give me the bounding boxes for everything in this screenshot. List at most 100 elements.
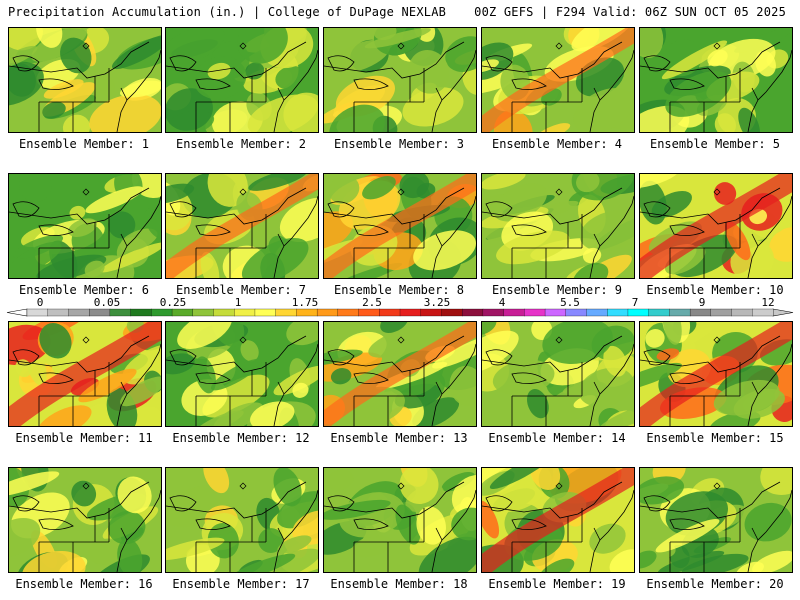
precip-map-13 — [324, 322, 476, 426]
legend-swatch — [151, 308, 173, 317]
legend-swatch — [316, 308, 339, 317]
legend-tick-label: 2.5 — [362, 296, 382, 309]
precip-map-14 — [482, 322, 634, 426]
ensemble-member-label: Ensemble Member: 16 — [15, 577, 153, 591]
ensemble-member-label: Ensemble Member: 14 — [488, 431, 626, 445]
ensemble-member-label: Ensemble Member: 7 — [175, 283, 307, 297]
ensemble-member-label: Ensemble Member: 11 — [15, 431, 153, 445]
precip-map-1 — [9, 28, 161, 132]
precip-map-18 — [324, 468, 476, 572]
ensemble-member-label: Ensemble Member: 18 — [330, 577, 468, 591]
precip-map-5 — [640, 28, 792, 132]
legend-swatch — [379, 308, 401, 317]
legend-swatch — [565, 308, 587, 317]
precip-map-3 — [324, 28, 476, 132]
legend-swatch — [669, 308, 691, 317]
ensemble-panel-5 — [639, 27, 793, 133]
legend-swatch — [524, 308, 546, 317]
legend-swatch — [462, 308, 484, 317]
ensemble-panel-11 — [8, 321, 162, 427]
ensemble-member-label: Ensemble Member: 9 — [491, 283, 623, 297]
legend-tick-label: 12 — [761, 296, 774, 309]
precip-map-7 — [166, 174, 318, 278]
ensemble-member-label: Ensemble Member: 8 — [333, 283, 465, 297]
legend-tick-label: 1.75 — [292, 296, 319, 309]
legend-swatch — [68, 308, 90, 317]
legend-swatch — [420, 308, 442, 317]
legend-swatch — [254, 308, 277, 317]
legend-swatch — [296, 308, 318, 317]
ensemble-member-label: Ensemble Member: 19 — [488, 577, 626, 591]
precip-map-10 — [640, 174, 792, 278]
legend-tick-label: 7 — [632, 296, 639, 309]
precip-map-11 — [9, 322, 161, 426]
ensemble-panel-14 — [481, 321, 635, 427]
chart-title: Precipitation Accumulation (in.) | Colle… — [8, 5, 447, 19]
legend-tick-label: 0 — [37, 296, 44, 309]
legend-tick-label: 9 — [699, 296, 706, 309]
ensemble-member-label: Ensemble Member: 5 — [649, 137, 781, 151]
legend-swatch — [710, 308, 733, 317]
legend-swatch — [399, 308, 422, 317]
ensemble-panel-12 — [165, 321, 319, 427]
legend-swatch — [689, 308, 712, 317]
legend-swatch — [544, 308, 567, 317]
ensemble-member-label: Ensemble Member: 2 — [175, 137, 307, 151]
precip-map-20 — [640, 468, 792, 572]
legend-swatch — [586, 308, 608, 317]
ensemble-member-label: Ensemble Member: 4 — [491, 137, 623, 151]
ensemble-panel-3 — [323, 27, 477, 133]
color-legend: 0 0.05 0.25 1 1.75 2.5 3.25 4 5.5 7 9 12 — [6, 296, 794, 317]
precip-map-17 — [166, 468, 318, 572]
ensemble-panel-8 — [323, 173, 477, 279]
legend-swatch — [482, 308, 505, 317]
ensemble-panel-2 — [165, 27, 319, 133]
precip-map-15 — [640, 322, 792, 426]
precip-map-16 — [9, 468, 161, 572]
ensemble-member-label: Ensemble Member: 15 — [646, 431, 784, 445]
legend-swatch — [26, 308, 49, 317]
precip-map-19 — [482, 468, 634, 572]
legend-swatch — [234, 308, 256, 317]
ensemble-member-label: Ensemble Member: 13 — [330, 431, 468, 445]
legend-swatch — [109, 308, 132, 317]
legend-swatch — [358, 308, 380, 317]
ensemble-panel-19 — [481, 467, 635, 573]
ensemble-member-label: Ensemble Member: 17 — [172, 577, 310, 591]
legend-tick-label: 1 — [235, 296, 242, 309]
legend-swatch — [503, 308, 525, 317]
legend-tick-label: 0.25 — [160, 296, 187, 309]
legend-swatch — [130, 308, 152, 317]
ensemble-panel-4 — [481, 27, 635, 133]
ensemble-member-label: Ensemble Member: 10 — [646, 283, 784, 297]
legend-tick-label: 5.5 — [560, 296, 580, 309]
ensemble-panel-18 — [323, 467, 477, 573]
legend-arrow-right — [772, 308, 794, 317]
ensemble-panel-16 — [8, 467, 162, 573]
ensemble-member-label: Ensemble Member: 6 — [18, 283, 150, 297]
legend-swatch — [171, 308, 194, 317]
ensemble-member-label: Ensemble Member: 20 — [646, 577, 784, 591]
legend-swatch — [213, 308, 235, 317]
legend-swatch — [627, 308, 650, 317]
ensemble-panel-7 — [165, 173, 319, 279]
ensemble-panel-9 — [481, 173, 635, 279]
legend-swatch — [648, 308, 670, 317]
ensemble-panel-15 — [639, 321, 793, 427]
legend-swatch — [192, 308, 214, 317]
legend-swatch — [731, 308, 753, 317]
legend-tick-label: 0.05 — [94, 296, 121, 309]
ensemble-member-label: Ensemble Member: 3 — [333, 137, 465, 151]
ensemble-member-label: Ensemble Member: 1 — [18, 137, 150, 151]
legend-swatch — [607, 308, 629, 317]
legend-swatch — [441, 308, 463, 317]
precip-map-4 — [482, 28, 634, 132]
legend-swatch — [89, 308, 111, 317]
ensemble-panel-1 — [8, 27, 162, 133]
ensemble-member-label: Ensemble Member: 12 — [172, 431, 310, 445]
ensemble-panel-17 — [165, 467, 319, 573]
ensemble-panel-20 — [639, 467, 793, 573]
legend-swatch — [47, 308, 69, 317]
legend-arrow-left — [6, 308, 28, 317]
precip-map-6 — [9, 174, 161, 278]
